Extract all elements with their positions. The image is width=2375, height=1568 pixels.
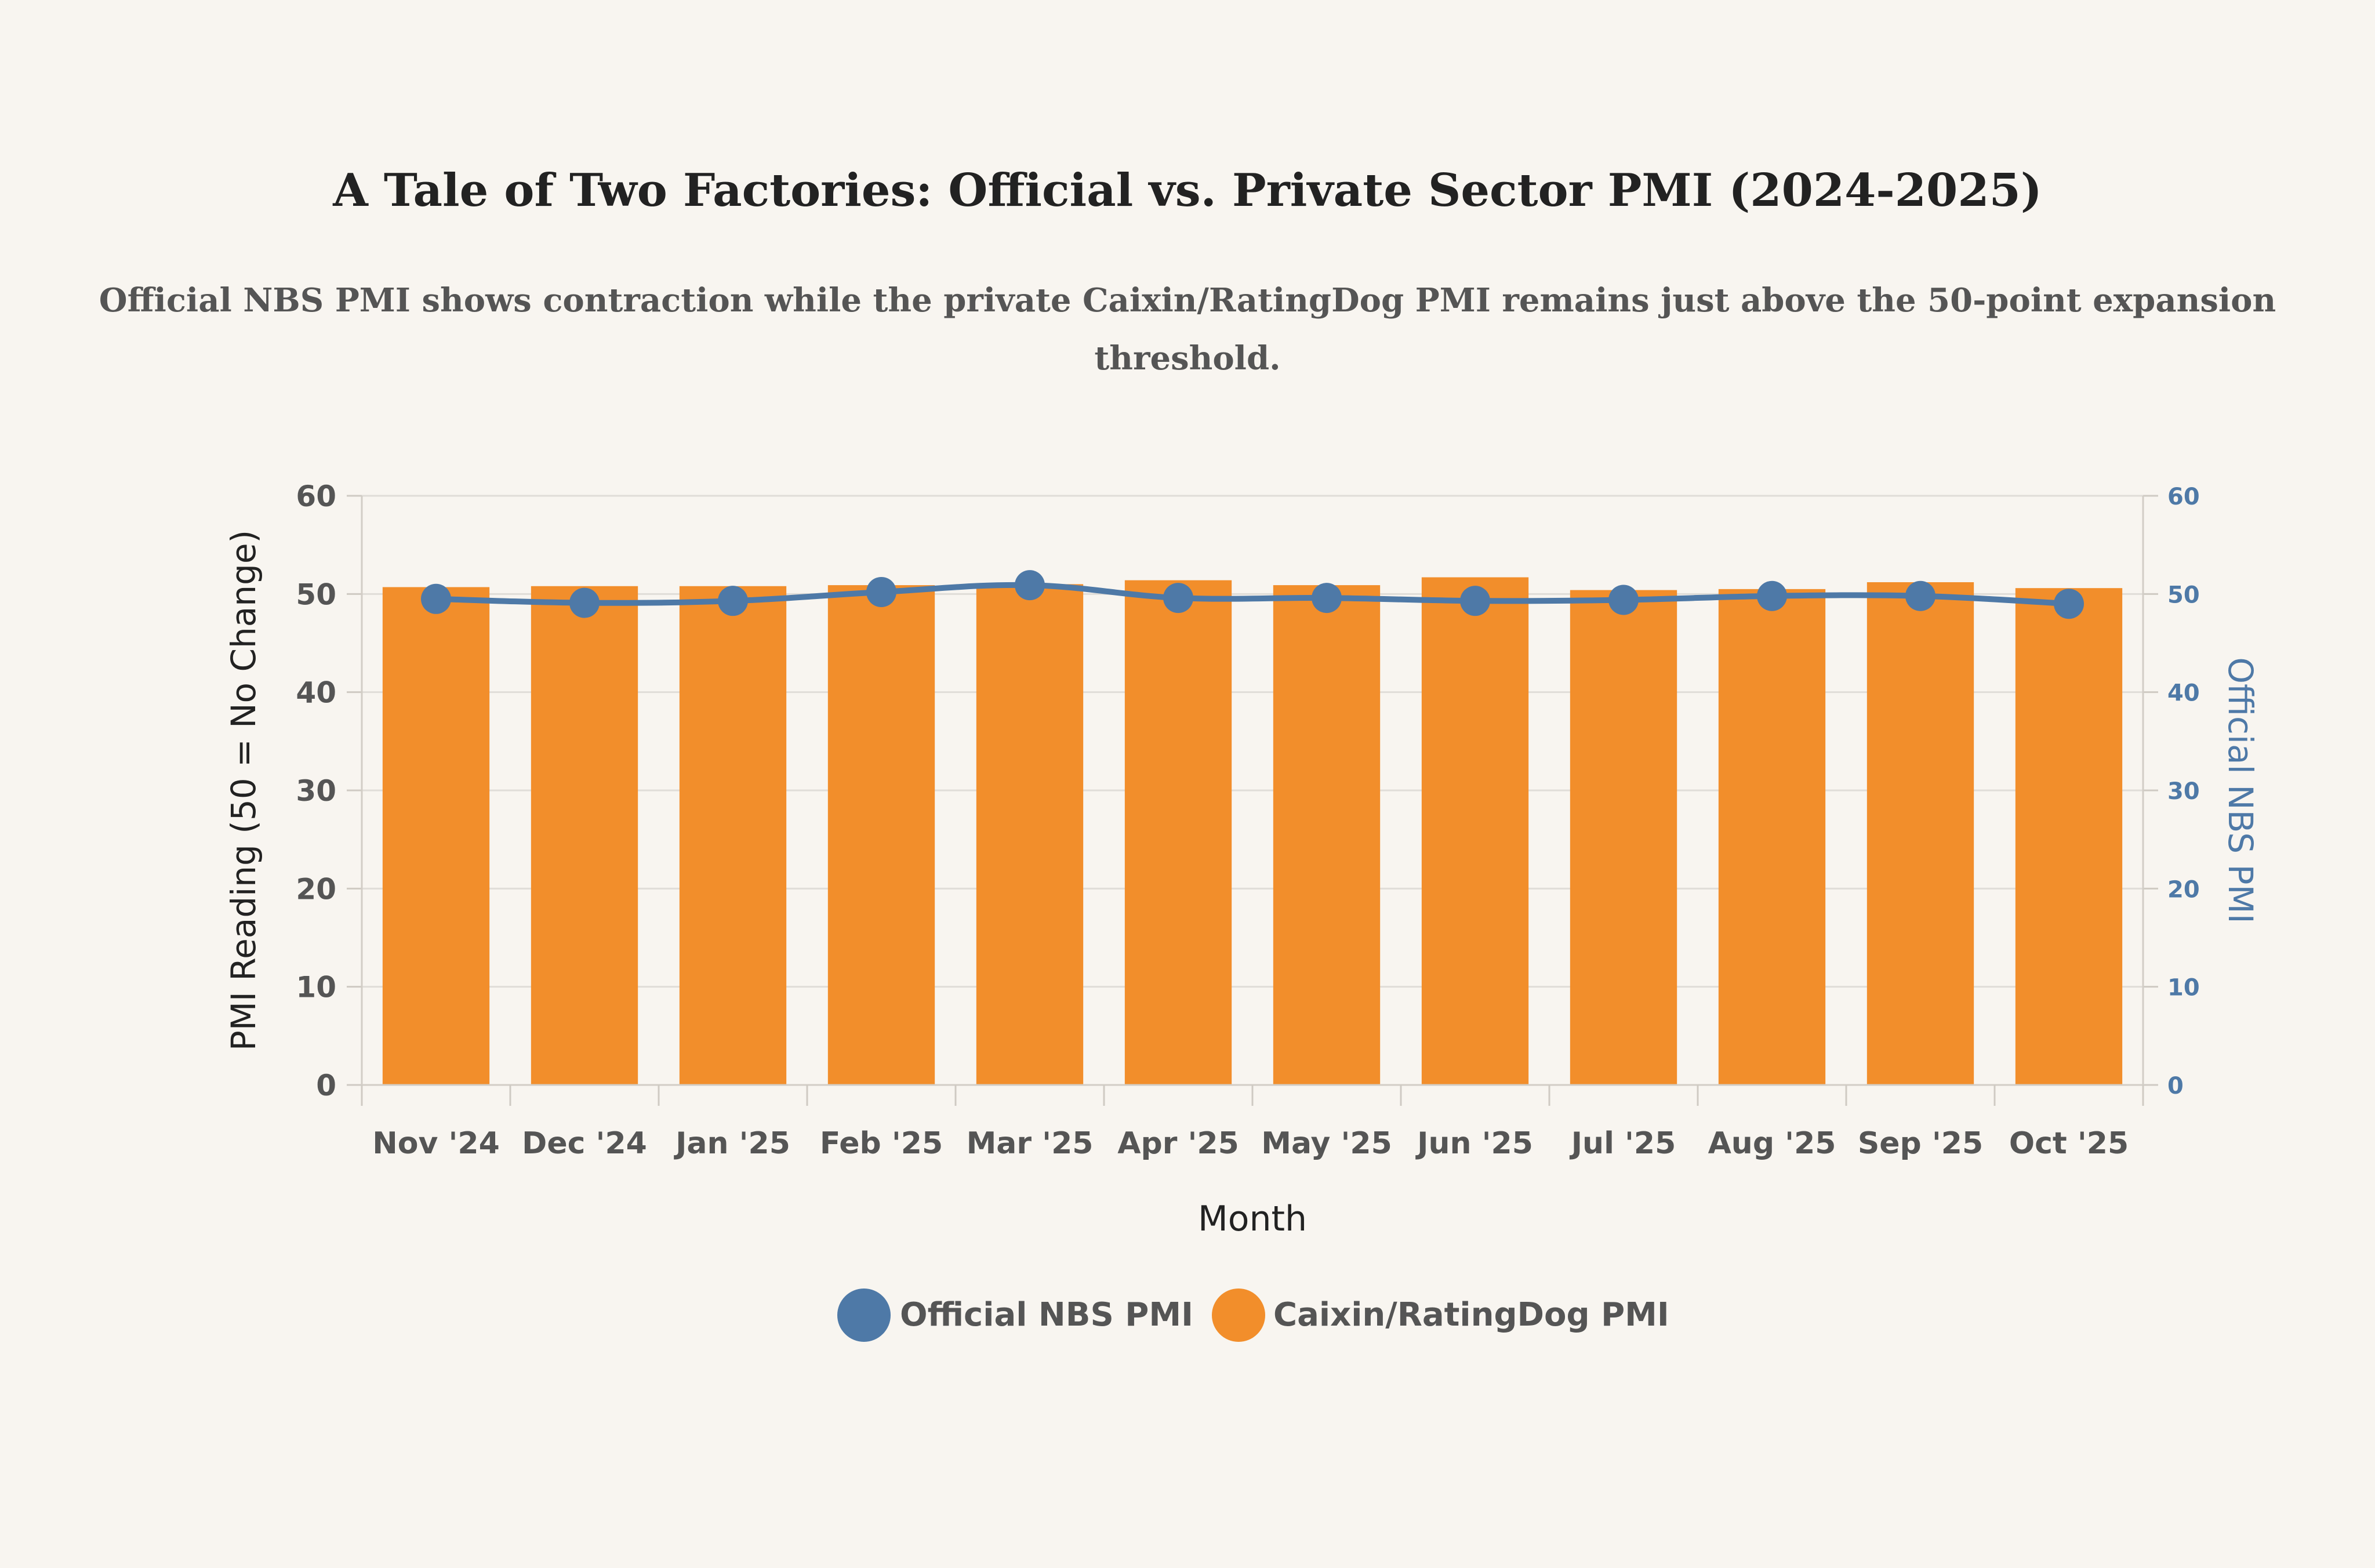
right-tick-label: 10 <box>2167 975 2200 1001</box>
point-nbs <box>569 587 600 618</box>
right-tick-label: 50 <box>2167 582 2200 608</box>
x-tick-label: Jul '25 <box>1570 1126 1676 1161</box>
left-tick-label: 50 <box>296 578 336 611</box>
bar-caixin <box>1124 580 1232 1085</box>
right-tick-label: 0 <box>2167 1073 2184 1099</box>
point-nbs <box>1905 580 1935 611</box>
left-tick-label: 40 <box>296 676 336 710</box>
legend-caixin-swatch[interactable] <box>1212 1288 1265 1342</box>
chart-subtitle-line-2: threshold. <box>1094 339 1280 378</box>
point-nbs <box>421 583 451 614</box>
line-series <box>421 570 2084 619</box>
chart-subtitle-line-1: Official NBS PMI shows contraction while… <box>99 281 2276 320</box>
x-tick-label: Jun '25 <box>1415 1126 1533 1161</box>
bar-caixin <box>679 586 787 1085</box>
point-nbs <box>1163 583 1193 614</box>
point-nbs <box>1312 583 1342 614</box>
bar-caixin <box>1273 585 1381 1085</box>
axis-labels: 0 10 20 30 40 50 60 0 10 20 30 40 50 60 Nov '24 Dec '24… <box>224 480 2260 1239</box>
x-tick-label: Dec '24 <box>522 1126 647 1161</box>
bar-caixin <box>1718 589 1826 1085</box>
x-tick-label: Mar '25 <box>967 1126 1094 1161</box>
x-tick-label: Jan '25 <box>674 1126 790 1161</box>
left-tick-label: 0 <box>316 1069 336 1102</box>
legend[interactable]: Official NBS PMI Caixin/RatingDog PMI <box>837 1288 1669 1342</box>
x-tick-label: Aug '25 <box>1708 1126 1836 1161</box>
legend-caixin-label[interactable]: Caixin/RatingDog PMI <box>1273 1296 1669 1334</box>
point-nbs <box>1757 580 1787 611</box>
bar-caixin <box>382 587 490 1085</box>
y-axis-title: PMI Reading (50 = No Change) <box>224 530 263 1051</box>
x-tick-label: Oct '25 <box>2009 1126 2129 1161</box>
left-tick-label: 20 <box>296 872 336 906</box>
line-nbs <box>433 582 2072 607</box>
x-tick-label: Apr '25 <box>1117 1126 1239 1161</box>
bar-caixin <box>2015 588 2123 1085</box>
x-tick-label: Sep '25 <box>1858 1126 1983 1161</box>
legend-nbs-swatch[interactable] <box>837 1288 891 1342</box>
point-nbs <box>1608 585 1639 615</box>
grid-lines <box>362 495 2143 1086</box>
left-tick-label: 60 <box>296 480 336 513</box>
x-tick-label: Feb '25 <box>820 1126 943 1161</box>
right-tick-label: 40 <box>2167 680 2200 707</box>
left-tick-label: 10 <box>296 971 336 1004</box>
bar-caixin <box>827 585 935 1085</box>
bar-caixin <box>531 586 638 1085</box>
x-tick-label: May '25 <box>1261 1126 1392 1161</box>
left-tick-label: 30 <box>296 774 336 808</box>
bar-caixin <box>976 584 1084 1085</box>
point-nbs <box>718 586 748 616</box>
point-nbs <box>2054 589 2084 619</box>
right-tick-label: 20 <box>2167 876 2200 903</box>
bar-caixin <box>1866 582 1974 1085</box>
point-nbs <box>866 576 896 607</box>
y2-axis-title: Official NBS PMI <box>2221 657 2260 923</box>
bar-caixin <box>1421 577 1529 1085</box>
chart-title: A Tale of Two Factories: Official vs. Pr… <box>332 164 2042 217</box>
legend-nbs-label[interactable]: Official NBS PMI <box>900 1296 1193 1334</box>
x-tick-label: Nov '24 <box>372 1126 500 1161</box>
right-tick-label: 30 <box>2167 778 2200 805</box>
x-axis-title: Month <box>1198 1199 1307 1239</box>
bar-series <box>382 577 2123 1085</box>
right-tick-label: 60 <box>2167 484 2200 510</box>
bar-caixin <box>1570 590 1677 1085</box>
axes <box>347 495 2158 1106</box>
point-nbs <box>1015 570 1045 601</box>
point-nbs <box>1460 586 1490 616</box>
